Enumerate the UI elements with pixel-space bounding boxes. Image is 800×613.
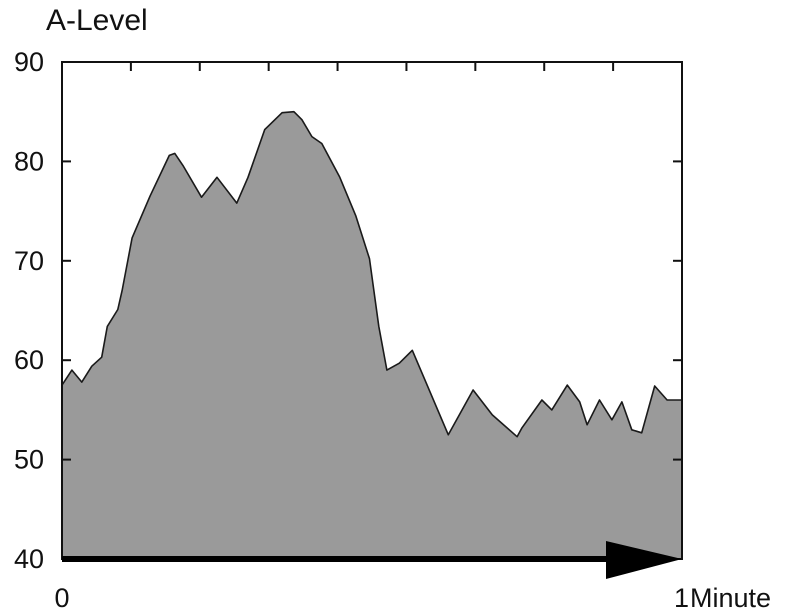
data-point [182, 165, 184, 167]
data-point [339, 177, 341, 179]
data-point [264, 129, 266, 131]
data-point [81, 381, 83, 383]
data-point [586, 424, 588, 426]
data-point [378, 326, 380, 328]
time-arrow-head [606, 541, 682, 579]
data-point [567, 384, 569, 386]
data-point [492, 414, 494, 416]
data-point [236, 202, 238, 204]
data-point [412, 350, 414, 352]
data-point [301, 119, 303, 121]
data-point [551, 409, 553, 411]
y-axis-title: A-Level [46, 4, 148, 37]
data-point [174, 153, 176, 155]
data-point [293, 111, 295, 113]
data-point [281, 112, 283, 114]
y-tick-label: 80 [14, 146, 44, 176]
plot-area [61, 110, 682, 559]
data-point [541, 399, 543, 401]
area-outline [61, 110, 682, 438]
axes [61, 61, 683, 579]
data-point [369, 258, 371, 260]
x-tick-label: 0 [54, 583, 69, 613]
data-point [631, 429, 633, 431]
data-point [611, 419, 613, 421]
data-point [399, 362, 401, 364]
y-tick-label: 70 [14, 246, 44, 276]
data-point [311, 136, 313, 138]
data-point [117, 309, 119, 311]
data-point [131, 237, 133, 239]
data-point [654, 385, 656, 387]
y-tick-label: 60 [14, 345, 44, 375]
data-point [641, 432, 643, 434]
y-tick-label: 90 [14, 47, 44, 77]
data-point [71, 369, 73, 371]
labels: 40 50 60 70 80 90 0 1 Minute A-Level [14, 4, 771, 613]
data-point [216, 177, 218, 179]
data-point [521, 427, 523, 429]
data-point [101, 356, 103, 358]
data-point [386, 369, 388, 371]
x-axis-title: Minute [690, 583, 771, 613]
data-point [149, 195, 151, 197]
data-point [91, 365, 93, 367]
y-tick-label: 40 [14, 544, 44, 574]
y-tick-label: 50 [14, 445, 44, 475]
data-point [448, 434, 450, 436]
data-point [472, 389, 474, 391]
x-tick-label: 1 [674, 583, 689, 613]
data-point [107, 326, 109, 328]
data-point [121, 290, 123, 292]
data-point [599, 399, 601, 401]
data-point [579, 401, 581, 403]
data-point [621, 401, 623, 403]
data-point [355, 215, 357, 217]
data-point [666, 399, 668, 401]
data-point [516, 436, 518, 438]
data-point [247, 177, 249, 179]
data-point [321, 143, 323, 145]
data-point [437, 409, 439, 411]
data-point [169, 155, 171, 157]
area-fill [62, 111, 682, 559]
data-point [201, 196, 203, 198]
